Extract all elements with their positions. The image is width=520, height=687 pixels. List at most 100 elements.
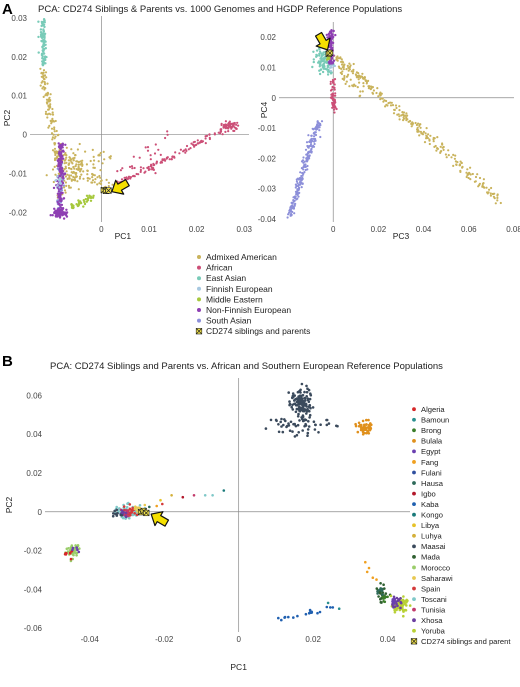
- a1-point-african: [233, 126, 236, 129]
- a2-point-admixed-american: [383, 99, 386, 102]
- plot-a1-pc1-pc2: 0 0.01 0.02 0.03 -0.02 -0.01 0 0.01 0.02 0.03 PC1 P…: [2, 14, 253, 241]
- b-point-bulala: [365, 431, 368, 435]
- b-point-maasai: [307, 420, 310, 423]
- a1-point-admixed-american: [45, 174, 48, 177]
- a2-point-african: [331, 106, 334, 109]
- a2-point-south-asian: [303, 164, 306, 167]
- b-point-kaba: [296, 614, 299, 618]
- a2-point-admixed-american: [340, 58, 343, 61]
- a2-point-african: [333, 88, 336, 91]
- a1-point-finnish-european: [57, 178, 60, 181]
- a2-point-east-asian: [318, 63, 322, 66]
- a1-point-admixed-american: [75, 168, 78, 171]
- a1-point-african: [224, 130, 227, 133]
- a1-point-african: [139, 170, 142, 173]
- a2-point-admixed-american: [489, 192, 492, 195]
- b-point-maasai: [298, 402, 301, 406]
- a2-ytick-label: -0.03: [258, 185, 277, 194]
- a1-point-non-finnish-european: [59, 167, 63, 171]
- a2-point-south-asian: [305, 141, 309, 144]
- a2-point-admixed-american: [356, 86, 359, 89]
- a2-point-admixed-american: [371, 91, 374, 94]
- a2-point-african: [329, 82, 332, 85]
- b-xtick-label: -0.04: [81, 635, 100, 644]
- a1-point-african: [224, 126, 227, 129]
- a1-point-non-finnish-european: [59, 212, 62, 216]
- a1-point-african: [129, 176, 132, 179]
- a2-point-admixed-american: [441, 146, 444, 149]
- legend-b-swatch: [412, 544, 416, 549]
- a1-ytick-label: -0.02: [9, 208, 28, 217]
- a1-point-middle-eastern: [70, 204, 74, 208]
- a1-point-admixed-american: [102, 150, 105, 153]
- a1-point-african: [219, 129, 223, 132]
- b-point-maasai: [112, 512, 115, 515]
- b-point-maasai: [317, 431, 320, 434]
- b-point-bulala: [367, 426, 370, 429]
- a2-point-admixed-american: [429, 134, 432, 137]
- a2-point-south-asian: [289, 214, 292, 217]
- panel-a-letter: A: [2, 1, 13, 18]
- a1-point-admixed-american: [50, 122, 53, 125]
- a1-point-admixed-american: [50, 127, 54, 130]
- a1-point-admixed-american: [98, 182, 101, 185]
- a1-point-admixed-american: [49, 99, 52, 102]
- a1-point-admixed-american: [55, 156, 59, 160]
- a2-point-admixed-american: [339, 56, 342, 59]
- a2-point-admixed-american: [355, 71, 358, 74]
- a2-point-finnish-european: [333, 64, 336, 68]
- a1-point-non-finnish-european: [60, 171, 63, 174]
- b-point-morocco: [70, 544, 74, 547]
- b-point-bulala: [361, 419, 365, 423]
- legend-a-swatch-cd274: [195, 328, 203, 335]
- a2-point-admixed-american: [377, 95, 380, 98]
- b-point-spain: [131, 506, 134, 510]
- a2-point-east-asian: [327, 64, 330, 67]
- a2-point-admixed-american: [398, 105, 401, 108]
- a2-point-admixed-american: [496, 194, 499, 197]
- a1-point-admixed-american: [40, 81, 43, 84]
- b-point-maasai: [303, 390, 306, 394]
- a1-point-admixed-american: [47, 108, 50, 111]
- a2-point-south-asian: [308, 155, 311, 158]
- b-point-egypt: [71, 548, 74, 552]
- a1-point-middle-eastern: [77, 199, 80, 202]
- a1-point-finnish-european: [54, 179, 57, 182]
- a2-point-south-asian: [314, 133, 318, 137]
- a2-point-south-asian: [313, 131, 316, 134]
- a2-point-african: [333, 86, 336, 89]
- a2-point-south-asian: [294, 202, 297, 205]
- legend-b-swatch: [412, 576, 416, 580]
- a1-point-admixed-american: [99, 169, 102, 172]
- a2-point-admixed-american: [341, 77, 344, 80]
- b-point-morocco: [75, 554, 78, 557]
- legend-b-swatch: [412, 481, 416, 485]
- b-xtick-label: -0.02: [155, 635, 174, 644]
- a1-point-admixed-american: [72, 165, 75, 169]
- b-point-maasai: [308, 416, 311, 419]
- a1-point-african: [166, 156, 169, 159]
- a1-point-admixed-american: [42, 76, 45, 79]
- a1-point-admixed-american: [105, 178, 108, 181]
- a2-point-admixed-american: [345, 68, 348, 71]
- b-point-maasai: [293, 399, 296, 402]
- a1-point-african: [116, 170, 119, 173]
- a1-point-admixed-american: [42, 95, 45, 98]
- a2-xlabel: PC3: [393, 231, 410, 241]
- b-point-maasai: [308, 413, 312, 417]
- a1-point-admixed-american: [49, 106, 52, 109]
- a1-point-non-finnish-european: [65, 208, 68, 211]
- a1-point-non-finnish-european: [63, 211, 66, 214]
- a2-point-east-asian: [315, 55, 318, 58]
- a1-point-african: [148, 168, 151, 171]
- legend-a-swatch: [197, 308, 201, 312]
- a1-point-african: [139, 168, 142, 172]
- a1-point-african: [195, 143, 198, 146]
- plot-a2-pc3-pc4: 0 0.02 0.04 0.06 0.08 -0.04 -0.03 -0.02 -0.01 0 0.…: [258, 22, 520, 241]
- a2-point-admixed-american: [471, 172, 474, 176]
- b-point-maasai: [301, 406, 305, 410]
- a2-point-admixed-american: [342, 65, 345, 69]
- a2-point-east-asian: [322, 51, 325, 54]
- a1-point-non-finnish-european: [60, 143, 64, 146]
- a2-point-admixed-american: [365, 79, 368, 83]
